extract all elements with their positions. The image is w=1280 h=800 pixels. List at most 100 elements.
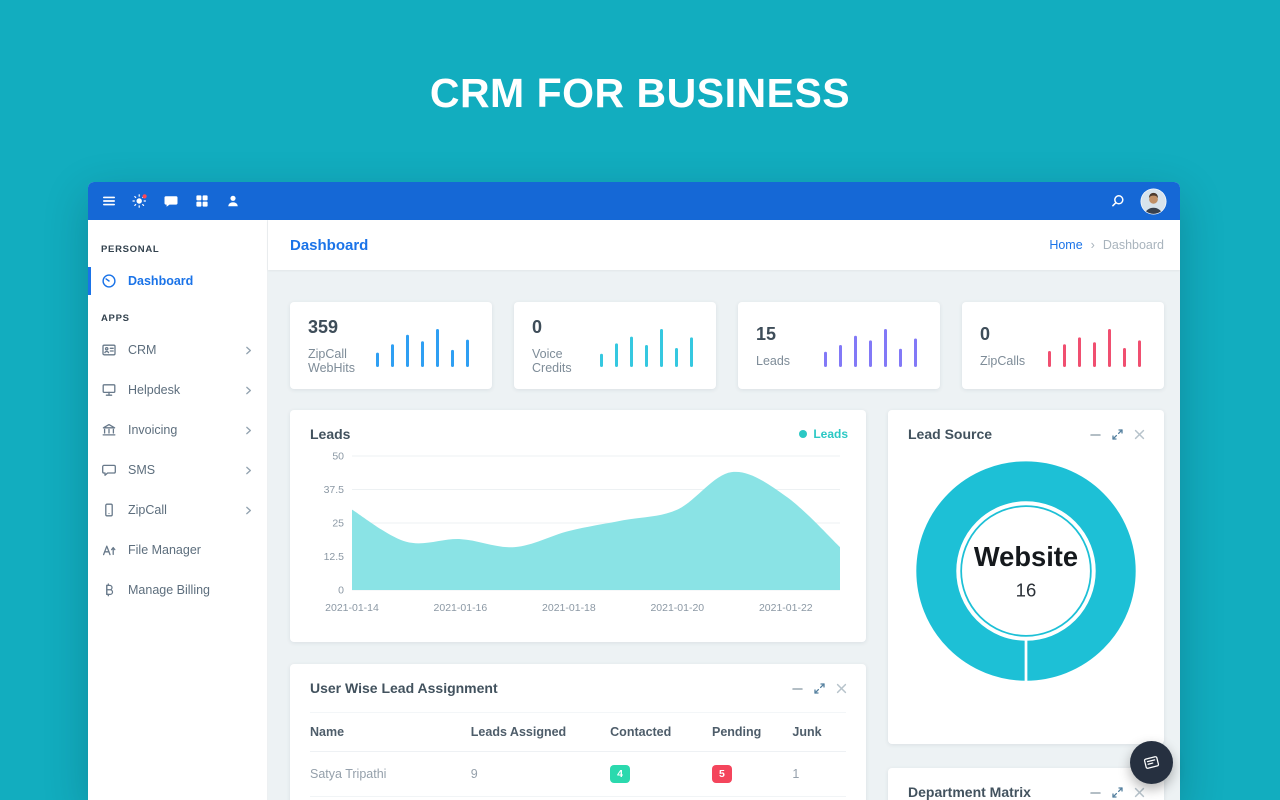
minimize-icon[interactable] xyxy=(1089,786,1102,799)
table-row: Satya Tripathi 9 4 5 1 xyxy=(310,751,846,797)
zipcall-icon xyxy=(101,502,117,518)
avatar[interactable] xyxy=(1140,188,1167,215)
sidebar-item-label: Manage Billing xyxy=(128,583,210,597)
sidebar-item-label: File Manager xyxy=(128,543,201,557)
menu-icon[interactable] xyxy=(101,193,117,209)
dashboard-icon xyxy=(101,273,117,289)
leads-area-chart: 0 12.5 25 37.5 50 2021-01-14 2021-01-16 2021-01… xyxy=(324,451,840,614)
table-header-junk: Junk xyxy=(792,712,846,752)
sidebar-item-manage-billing[interactable]: Manage Billing xyxy=(88,570,267,610)
leads-panel-title: Leads xyxy=(310,426,351,442)
table-header-pending: Pending xyxy=(711,712,793,752)
close-icon[interactable] xyxy=(1133,428,1146,441)
table-header-name: Name xyxy=(310,712,471,752)
svg-text:50: 50 xyxy=(332,451,344,463)
stat-value: 0 xyxy=(980,323,991,344)
legend-dot-icon xyxy=(799,430,808,438)
sidebar-item-label: CRM xyxy=(128,343,157,357)
svg-text:2021-01-18: 2021-01-18 xyxy=(542,602,596,614)
donut-center-value: 16 xyxy=(1016,579,1037,600)
sparkline-chart xyxy=(376,328,469,367)
stat-value: 15 xyxy=(756,323,777,344)
lead-source-panel: Lead Source Website 16 xyxy=(888,410,1164,744)
expand-icon[interactable] xyxy=(813,682,826,695)
chevron-right-icon xyxy=(243,425,254,436)
stat-label: ZipCalls xyxy=(980,353,1026,368)
leads-chart-panel: Leads Leads 0 12.5 25 37.5 50 2021-01-14 2021-… xyxy=(290,410,866,642)
pending-badge: 5 xyxy=(711,765,732,783)
svg-text:2021-01-16: 2021-01-16 xyxy=(434,602,488,614)
user-wise-panel: User Wise Lead Assignment Name Leads Assi… xyxy=(290,664,866,800)
breadcrumb-home-link[interactable]: Home xyxy=(1049,238,1083,252)
billing-icon xyxy=(101,582,117,598)
stat-label: ZipCall WebHits xyxy=(308,346,356,375)
user-icon[interactable] xyxy=(225,193,241,209)
chat-fab-button[interactable] xyxy=(1130,741,1173,784)
donut-slice-divider xyxy=(1024,639,1028,683)
stat-label: Voice Credits xyxy=(532,346,572,375)
cell-junk: 1 xyxy=(792,751,846,797)
svg-text:37.5: 37.5 xyxy=(324,484,345,496)
apps-icon[interactable] xyxy=(194,193,210,209)
stat-value: 359 xyxy=(308,316,339,337)
sidebar-item-crm[interactable]: CRM xyxy=(88,330,267,370)
svg-text:2021-01-20: 2021-01-20 xyxy=(650,602,704,614)
banner-title: CRM FOR BUSINESS xyxy=(429,70,851,116)
close-icon[interactable] xyxy=(1133,786,1146,799)
svg-text:0: 0 xyxy=(338,585,344,597)
sidebar-section-label: APPS xyxy=(101,313,130,324)
svg-text:25: 25 xyxy=(332,518,344,530)
sidebar-item-zipcall[interactable]: ZipCall xyxy=(88,490,267,530)
stat-card-leads: 15 Leads xyxy=(738,302,940,389)
lead-assignment-table: Name Leads Assigned Contacted Pending Junk S… xyxy=(310,712,846,797)
department-matrix-title: Department Matrix xyxy=(908,784,1031,800)
cell-leads-assigned: 9 xyxy=(470,751,611,797)
chevron-right-icon xyxy=(243,505,254,516)
sms-icon xyxy=(101,462,117,478)
sidebar-item-file-manager[interactable]: File Manager xyxy=(88,530,267,570)
panel-controls xyxy=(791,682,848,695)
stat-card-voice-credits: 0 Voice Credits xyxy=(514,302,716,389)
sidebar-item-sms[interactable]: SMS xyxy=(88,450,267,490)
svg-text:12.5: 12.5 xyxy=(324,551,345,563)
panel-controls xyxy=(1089,786,1146,799)
chat-icon[interactable] xyxy=(163,193,179,209)
contacted-badge: 4 xyxy=(610,765,630,783)
search-icon[interactable] xyxy=(1110,193,1126,209)
navbar-right xyxy=(1110,188,1167,215)
stat-card-zipcall-webhits: 359 ZipCall WebHits xyxy=(290,302,492,389)
close-icon[interactable] xyxy=(835,682,848,695)
main-area: Dashboard Home › Dashboard 359 ZipCall W… xyxy=(268,220,1180,800)
breadcrumb-separator: › xyxy=(1090,238,1095,252)
sidebar-item-label: SMS xyxy=(128,463,156,477)
table-header-leads-assigned: Leads Assigned xyxy=(470,712,611,752)
cell-name: Satya Tripathi xyxy=(310,751,471,797)
expand-icon[interactable] xyxy=(1111,786,1124,799)
chevron-right-icon xyxy=(243,345,254,356)
top-navbar xyxy=(88,182,1180,220)
user-wise-panel-title: User Wise Lead Assignment xyxy=(310,680,498,696)
donut-center-label: Website xyxy=(974,541,1078,572)
page-header: Dashboard Home › Dashboard xyxy=(268,220,1180,270)
leads-legend[interactable]: Leads xyxy=(799,427,848,441)
chevron-right-icon xyxy=(243,465,254,476)
lead-source-panel-title: Lead Source xyxy=(908,426,993,442)
app-window: PERSONAL Dashboard APPS CRM Helpdesk Inv… xyxy=(88,182,1180,800)
stat-cards-row: 359 ZipCall WebHits 0 Voice Credits 15 L… xyxy=(290,302,1164,389)
minimize-icon[interactable] xyxy=(791,682,804,695)
legend-label: Leads xyxy=(813,427,848,441)
stat-label: Leads xyxy=(756,353,791,368)
sidebar-item-dashboard[interactable]: Dashboard xyxy=(88,261,267,301)
crm-icon xyxy=(101,342,117,358)
expand-icon[interactable] xyxy=(1111,428,1124,441)
sparkline-chart xyxy=(824,328,917,367)
sidebar-item-helpdesk[interactable]: Helpdesk xyxy=(88,370,267,410)
sidebar-section-label: PERSONAL xyxy=(101,244,160,255)
minimize-icon[interactable] xyxy=(1089,428,1102,441)
theme-icon[interactable] xyxy=(132,193,148,209)
sidebar-item-invoicing[interactable]: Invoicing xyxy=(88,410,267,450)
breadcrumb: Home › Dashboard xyxy=(1049,238,1164,252)
sidebar-item-label: Helpdesk xyxy=(128,383,181,397)
chevron-right-icon xyxy=(243,385,254,396)
stat-value: 0 xyxy=(532,316,543,337)
